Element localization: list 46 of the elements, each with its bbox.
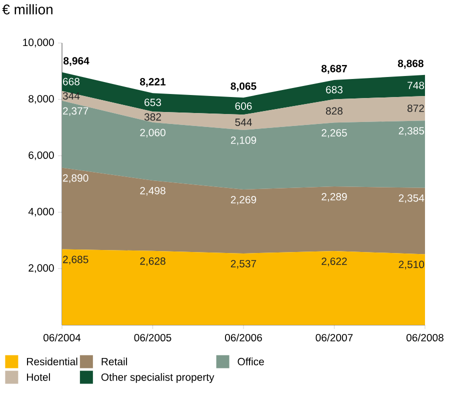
data-label: 683	[326, 86, 343, 94]
x-tick-label: 06/2004	[44, 334, 81, 342]
data-label: 2,622	[322, 258, 347, 266]
y-tick-label: 2,000	[28, 264, 54, 273]
data-label: 2,385	[398, 127, 424, 136]
legend-label: Residential	[27, 358, 78, 366]
data-label: 606	[235, 102, 252, 110]
legend-label: Other specialist property	[101, 373, 214, 383]
y-tick-label: 8,000	[28, 95, 54, 104]
x-tick-label: 06/2008	[406, 334, 444, 342]
data-label: 668	[63, 78, 80, 86]
y-axis-title: € million	[2, 4, 52, 14]
y-tick-label: 6,000	[28, 151, 54, 160]
data-label: 828	[326, 107, 343, 115]
data-label: 2,377	[63, 107, 88, 116]
total-label: 8,687	[321, 64, 347, 74]
data-label: 748	[408, 82, 424, 90]
y-tick-label: 4,000	[28, 208, 54, 217]
total-label: 8,065	[230, 82, 256, 92]
data-label: 2,510	[398, 260, 424, 270]
data-label: 2,354	[398, 194, 424, 203]
x-tick-label: 06/2005	[134, 334, 172, 342]
data-label: 2,537	[230, 260, 256, 269]
data-label: 344	[62, 92, 80, 100]
data-label: 2,685	[63, 256, 88, 264]
data-label: 2,109	[230, 136, 256, 146]
data-label: 872	[408, 104, 424, 112]
legend-label: Office	[238, 358, 264, 366]
data-label: 544	[235, 118, 252, 126]
x-tick-label: 06/2006	[225, 334, 262, 342]
data-label: 382	[144, 113, 161, 121]
data-label: 2,265	[322, 129, 347, 138]
total-label: 8,964	[64, 57, 90, 66]
data-label: 2,498	[140, 186, 166, 196]
x-tick-label: 06/2007	[316, 334, 353, 342]
data-label: 2,890	[63, 174, 88, 183]
data-label: 2,269	[230, 196, 256, 205]
legend-label: Retail	[102, 358, 127, 366]
data-label: 2,289	[322, 193, 347, 202]
total-label: 8,221	[140, 78, 166, 87]
legend-label: Hotel	[27, 373, 50, 381]
y-tick-label: 10,000	[23, 38, 54, 48]
total-label: 8,868	[398, 60, 424, 69]
data-label: 653	[144, 98, 162, 106]
data-label: 2,060	[140, 128, 166, 138]
data-label: 2,628	[140, 257, 166, 266]
